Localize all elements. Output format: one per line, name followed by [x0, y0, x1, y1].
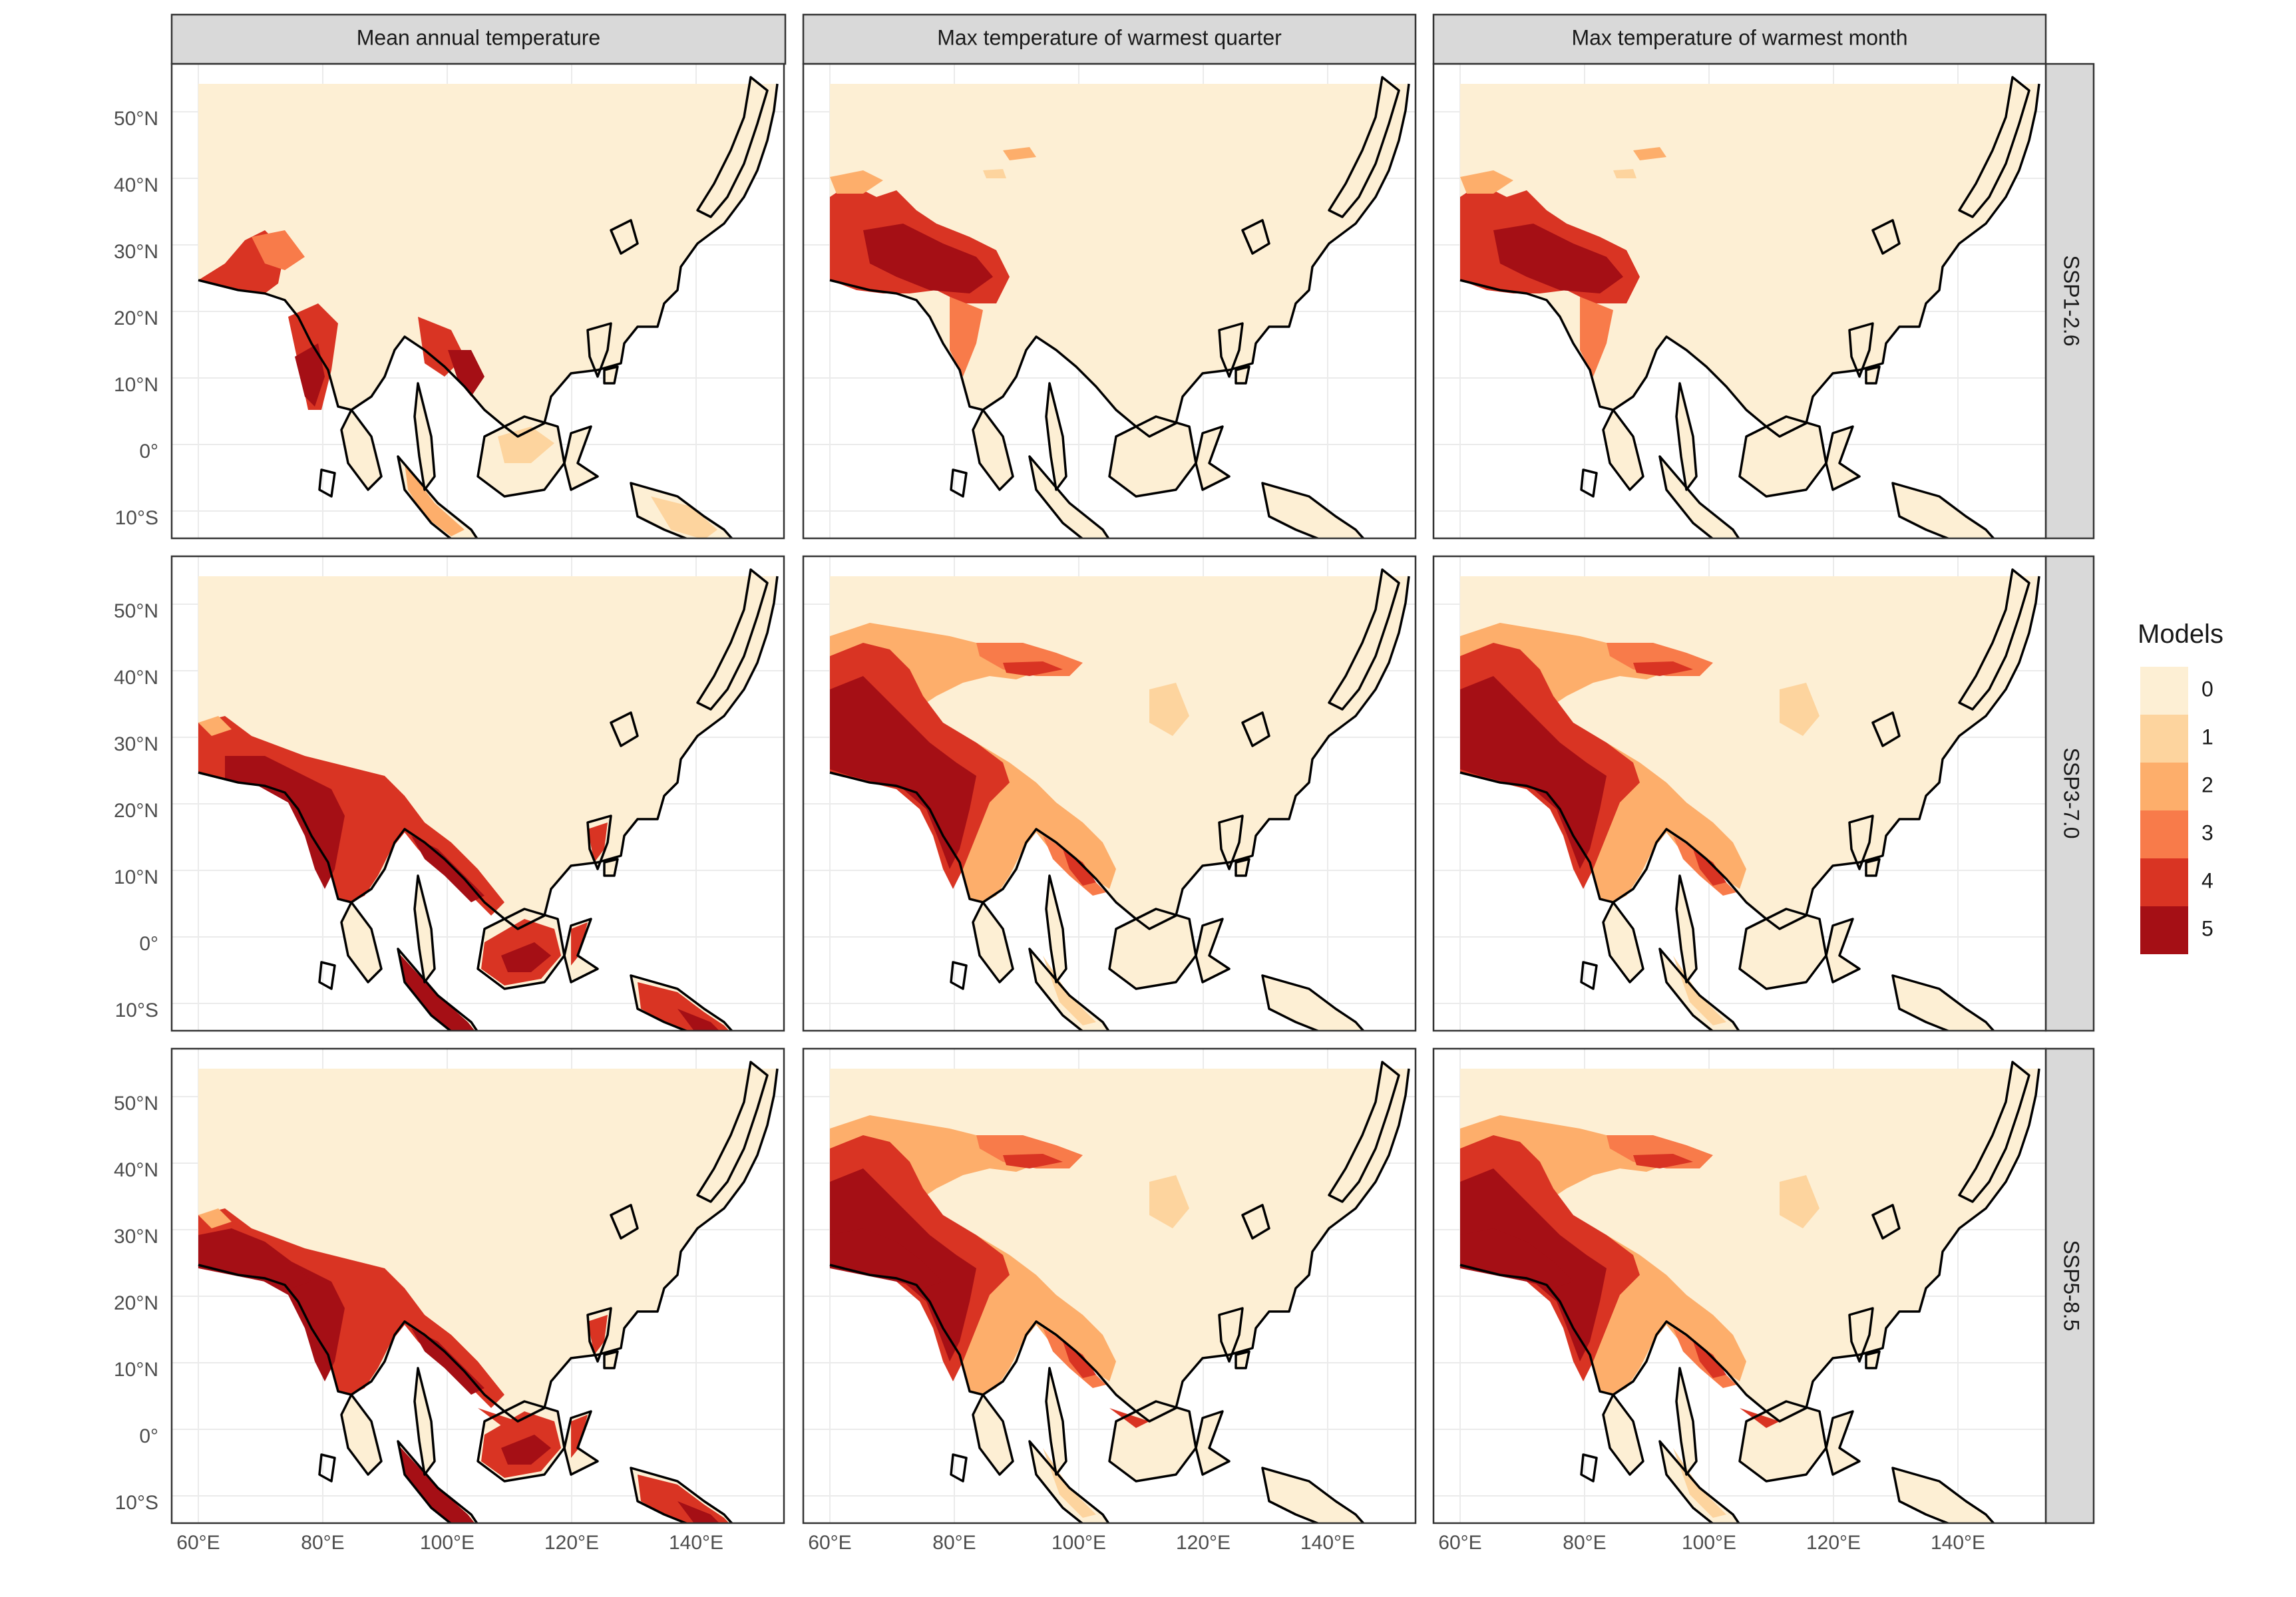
legend-swatch-2	[2140, 763, 2188, 810]
column-title-3: Max temperature of warmest month	[1571, 25, 1907, 49]
lat-tick-label: 30°N	[114, 733, 158, 755]
map-panels	[170, 63, 2047, 1524]
row-strip-2: SSP3-7.0	[2044, 555, 2095, 1032]
lat-tick-label: 40°N	[114, 1159, 158, 1181]
y-axis-row-3: 50°N 40°N 30°N 20°N 10°N 0° 10°S	[114, 1093, 158, 1514]
x-axis-col-3: 60°E 80°E 100°E 120°E 140°E	[1438, 1532, 1985, 1554]
map-panel-mean-ssp1	[170, 63, 785, 540]
lat-tick-label: 40°N	[114, 667, 158, 689]
lon-tick-label: 120°E	[544, 1532, 599, 1554]
row-strip-3: SSP5-8.5	[2044, 1047, 2095, 1524]
lon-tick-label: 120°E	[1806, 1532, 1861, 1554]
row-title-2: SSP3-7.0	[2060, 748, 2084, 839]
legend-label-1: 1	[2201, 725, 2213, 749]
lon-tick-label: 140°E	[669, 1532, 723, 1554]
lat-tick-label: 30°N	[114, 241, 158, 263]
row-title-3: SSP5-8.5	[2060, 1240, 2084, 1331]
legend-label-3: 3	[2201, 820, 2213, 844]
lat-tick-label: 10°N	[114, 374, 158, 396]
column-strips: Mean annual temperature Max temperature …	[170, 13, 2047, 65]
map-panel-month-ssp1	[1432, 63, 2047, 540]
lon-tick-label: 60°E	[176, 1532, 220, 1554]
lat-tick-label: 0°	[139, 933, 158, 955]
lat-tick-label: 0°	[139, 1425, 158, 1447]
y-axis-row-2: 50°N 40°N 30°N 20°N 10°N 0° 10°S	[114, 600, 158, 1021]
lon-tick-label: 100°E	[420, 1532, 475, 1554]
lat-tick-label: 10°N	[114, 1359, 158, 1381]
legend-label-2: 2	[2201, 773, 2213, 797]
lat-tick-label: 20°N	[114, 1292, 158, 1314]
lon-tick-label: 100°E	[1682, 1532, 1736, 1554]
lat-tick-label: 10°S	[115, 507, 158, 529]
lat-tick-label: 10°N	[114, 866, 158, 888]
lat-tick-label: 20°N	[114, 307, 158, 329]
lon-tick-label: 80°E	[301, 1532, 344, 1554]
legend-swatch-5	[2140, 906, 2188, 954]
row-strip-1: SSP1-2.6	[2044, 63, 2095, 540]
map-panel-mean-ssp3	[170, 555, 785, 1032]
legend-title: Models	[2138, 620, 2223, 649]
legend: Models 0 1 2 3 4 5	[2138, 620, 2223, 954]
lat-tick-label: 0°	[139, 441, 158, 462]
lat-tick-label: 50°N	[114, 1093, 158, 1115]
row-strips: SSP1-2.6 SSP3-7.0 SSP5-8.5	[2044, 63, 2095, 1524]
lat-tick-label: 50°N	[114, 600, 158, 622]
lon-tick-label: 80°E	[932, 1532, 976, 1554]
lon-tick-label: 80°E	[1563, 1532, 1606, 1554]
legend-label-0: 0	[2201, 677, 2213, 701]
lat-tick-label: 10°S	[115, 999, 158, 1021]
lat-tick-label: 30°N	[114, 1226, 158, 1248]
map-panel-quarter-ssp1	[802, 63, 1417, 540]
map-panel-month-ssp3	[1432, 555, 2047, 1032]
lon-tick-label: 60°E	[1438, 1532, 1481, 1554]
x-axis-col-1: 60°E 80°E 100°E 120°E 140°E	[176, 1532, 723, 1554]
legend-label-5: 5	[2201, 916, 2213, 940]
map-panel-month-ssp5	[1432, 1047, 2047, 1524]
lon-tick-label: 140°E	[1931, 1532, 1985, 1554]
row-title-1: SSP1-2.6	[2060, 256, 2084, 347]
map-panel-mean-ssp5	[170, 1047, 785, 1524]
lon-tick-label: 140°E	[1300, 1532, 1355, 1554]
y-axis-row-1: 50°N 40°N 30°N 20°N 10°N 0° 10°S	[114, 108, 158, 529]
legend-swatch-1	[2140, 715, 2188, 763]
column-strip-1: Mean annual temperature	[170, 13, 787, 65]
map-panel-quarter-ssp5	[802, 1047, 1417, 1524]
lat-tick-label: 10°S	[115, 1492, 158, 1514]
lon-tick-label: 120°E	[1176, 1532, 1231, 1554]
lon-tick-label: 60°E	[808, 1532, 851, 1554]
column-title-1: Mean annual temperature	[357, 25, 600, 49]
legend-swatch-4	[2140, 858, 2188, 906]
lat-tick-label: 40°N	[114, 174, 158, 196]
map-panel-quarter-ssp3	[802, 555, 1417, 1032]
column-strip-2: Max temperature of warmest quarter	[802, 13, 1417, 65]
lat-tick-label: 20°N	[114, 800, 158, 822]
lon-tick-label: 100°E	[1052, 1532, 1106, 1554]
legend-swatch-0	[2140, 667, 2188, 715]
legend-label-4: 4	[2201, 868, 2213, 892]
column-title-2: Max temperature of warmest quarter	[937, 25, 1282, 49]
lat-tick-label: 50°N	[114, 108, 158, 130]
legend-swatch-3	[2140, 810, 2188, 858]
column-strip-3: Max temperature of warmest month	[1432, 13, 2047, 65]
x-axis-col-2: 60°E 80°E 100°E 120°E 140°E	[808, 1532, 1355, 1554]
